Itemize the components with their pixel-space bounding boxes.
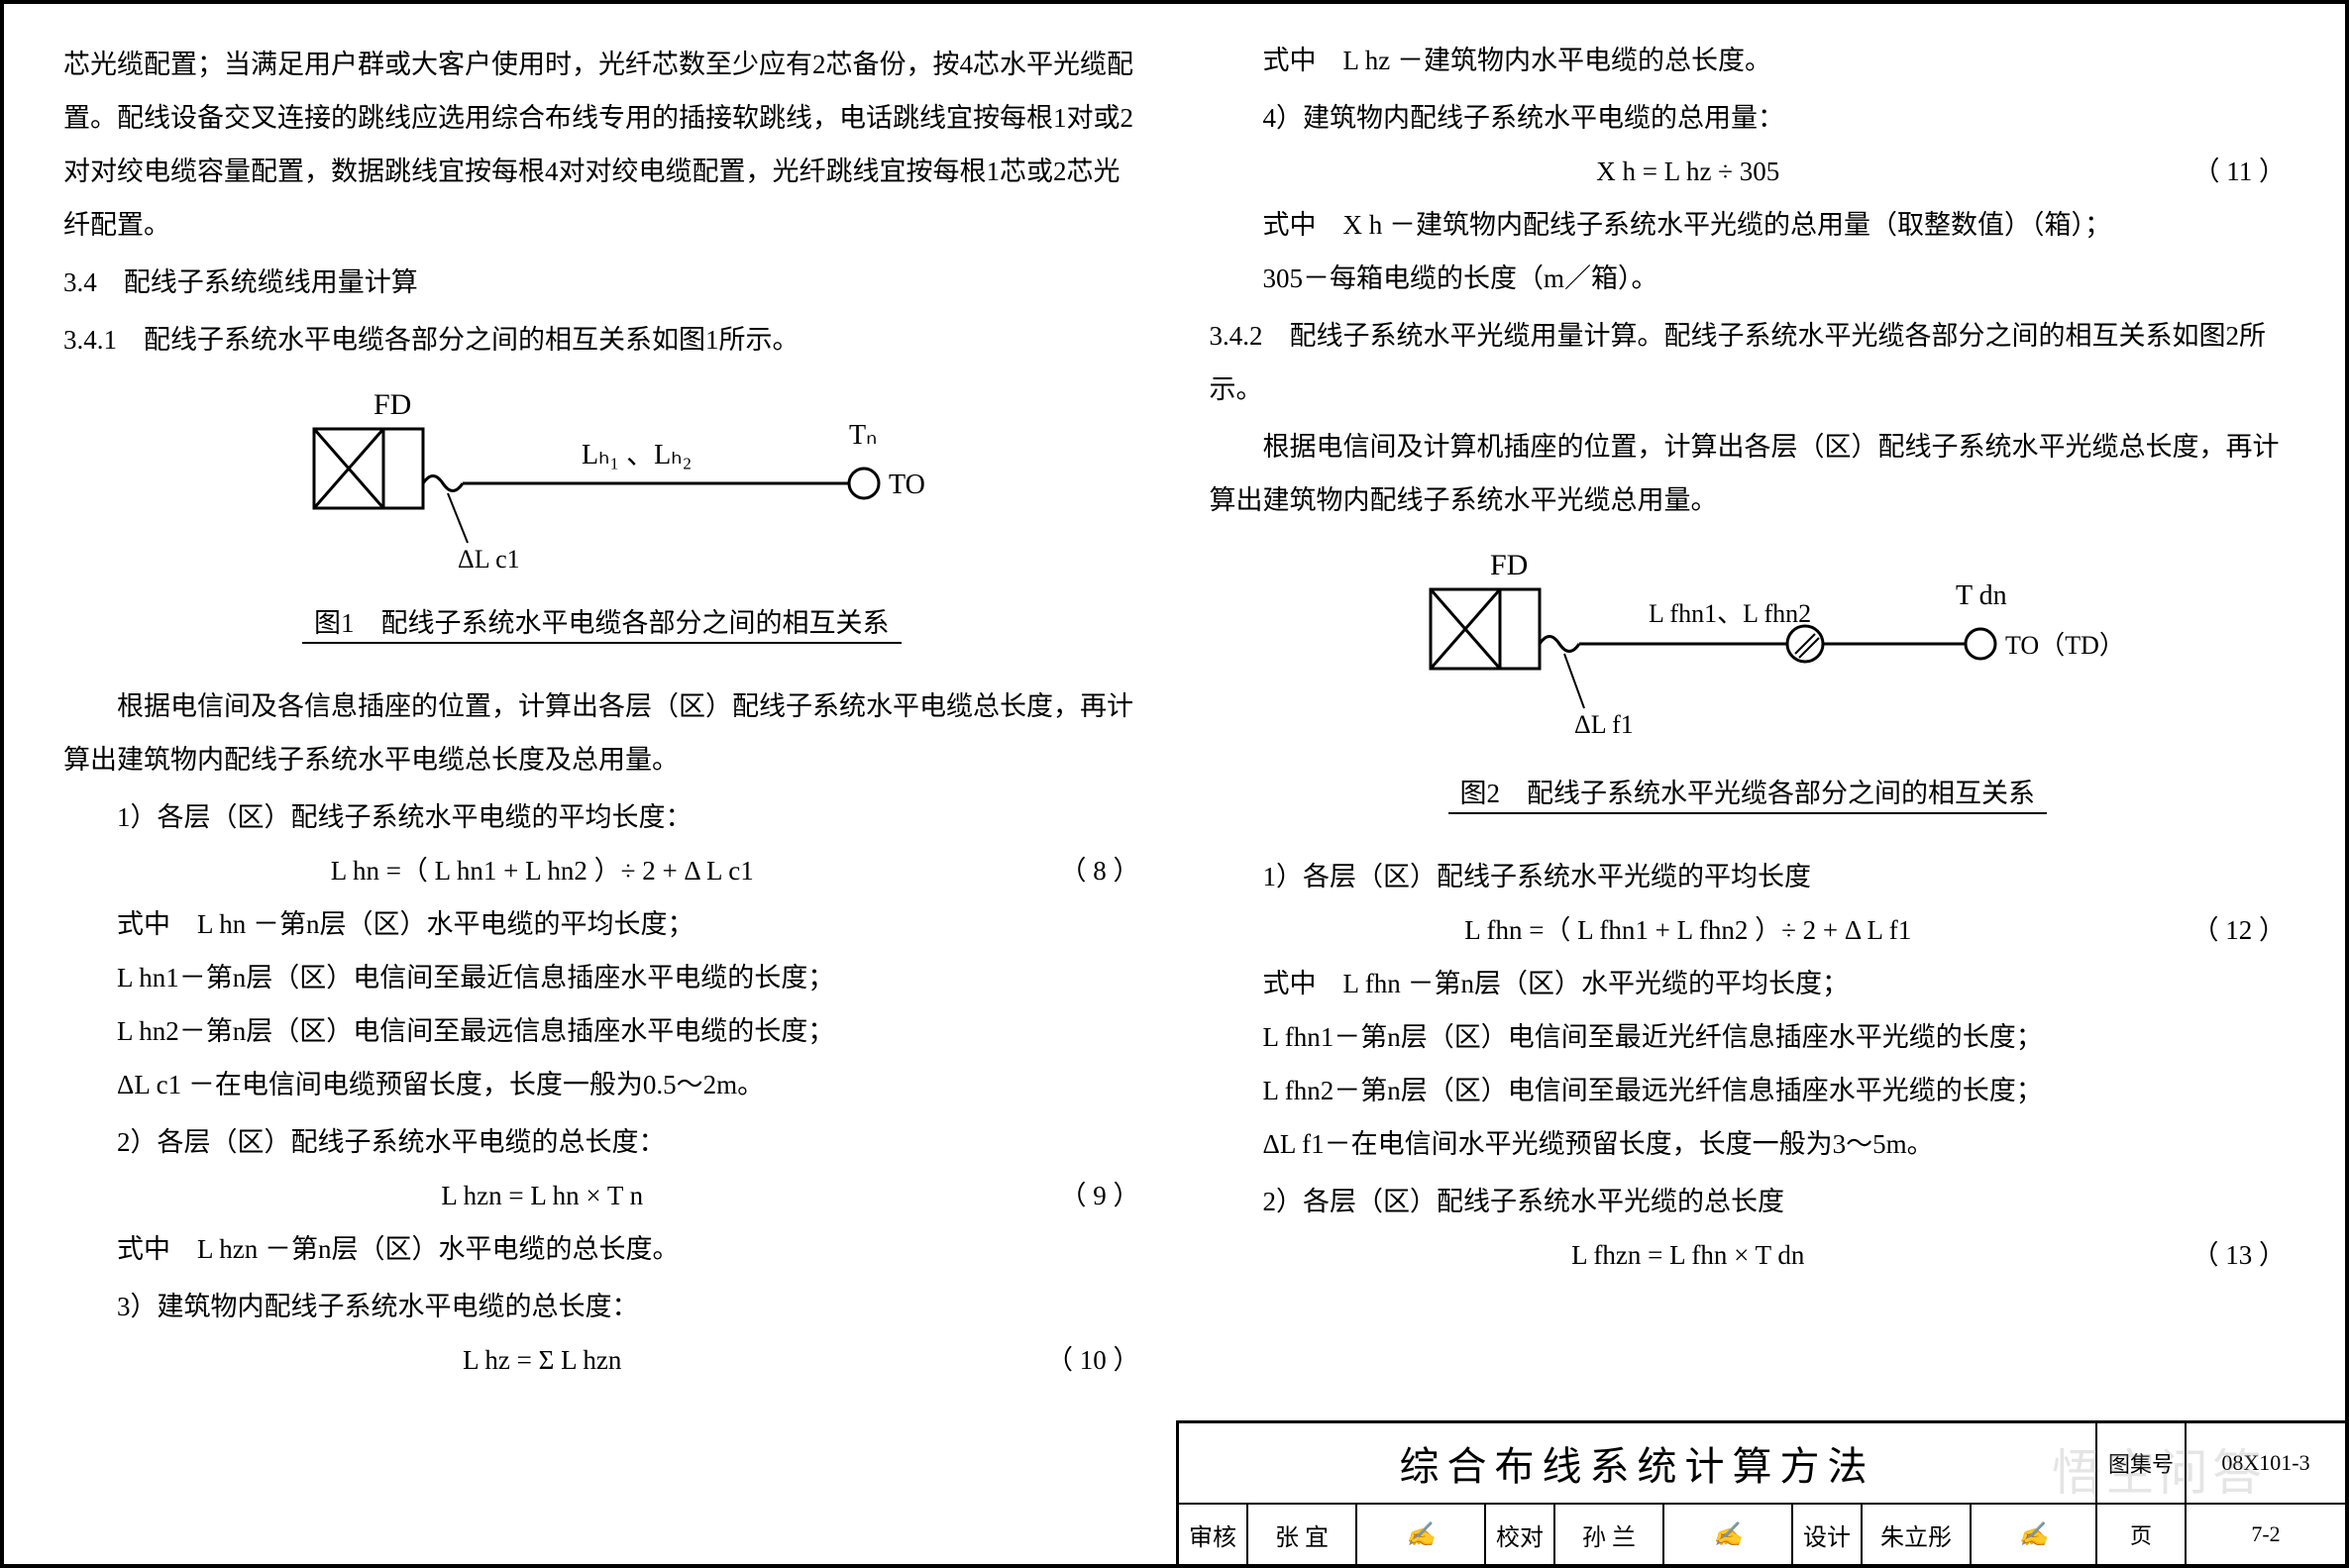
where-line: L hn2－第n层（区）电信间至最远信息插座水平电缆的长度； <box>63 1004 1140 1058</box>
review-sign: ✍ <box>1357 1505 1486 1564</box>
page-value: 7-2 <box>2187 1505 2345 1564</box>
list-item: 2）各层（区）配线子系统水平电缆的总长度： <box>63 1115 1140 1169</box>
where-line: L fhn1－第n层（区）电信间至最近光纤信息插座水平光缆的长度； <box>1210 1010 2287 1064</box>
where-line: 305－每箱电缆的长度（m／箱）。 <box>1210 252 2287 305</box>
check-sign: ✍ <box>1664 1505 1793 1564</box>
design-name: 朱立彤 <box>1863 1505 1972 1564</box>
where-line: ΔL c1 －在电信间电缆预留长度，长度一般为0.5～2m。 <box>63 1058 1140 1111</box>
page-frame: 芯光缆配置；当满足用户群或大客户使用时，光纤芯数至少应有2芯备份，按4芯水平光缆… <box>0 0 2349 1568</box>
design-sign: ✍ <box>1972 1505 2097 1564</box>
tn-label: Tₙ <box>849 420 877 451</box>
where-line: 式中 L hzn －第n层（区）水平电缆的总长度。 <box>63 1222 1140 1276</box>
set-label: 图集号 <box>2097 1423 2187 1503</box>
two-column-layout: 芯光缆配置；当满足用户群或大客户使用时，光纤芯数至少应有2芯备份，按4芯水平光缆… <box>63 34 2286 1440</box>
l-label: L fhn1、L fhn2 <box>1649 599 1811 628</box>
where-line: ΔL f1－在电信间水平光缆预留长度，长度一般为3～5m。 <box>1210 1117 2287 1171</box>
section-heading: 3.4 配线子系统缆线用量计算 <box>63 256 1140 309</box>
l-label: Lₕ₁ 、Lₕ₂ <box>582 440 692 470</box>
title-block: 综合布线系统计算方法 图集号 08X101-3 审核 张 宜 ✍ 校对 孙 兰 … <box>1176 1420 2345 1564</box>
where-line: 式中 X h －建筑物内配线子系统水平光缆的总用量（取整数值）（箱）； <box>1210 198 2287 252</box>
list-item: 3）建筑物内配线子系统水平电缆的总长度： <box>63 1280 1140 1333</box>
page-label: 页 <box>2097 1505 2187 1564</box>
figure-1-caption: 图1 配线子系统水平电缆各部分之间的相互关系 <box>63 596 1140 650</box>
figure-2-svg: FD L fhn1、L fhn2 T dn TO（TD） <box>1371 545 2124 743</box>
section-heading: 3.4.1 配线子系统水平电缆各部分之间的相互关系如图1所示。 <box>63 313 1140 366</box>
fd-label: FD <box>1490 549 1528 581</box>
figure-2-caption: 图2 配线子系统水平光缆各部分之间的相互关系 <box>1210 767 2287 820</box>
check-name: 孙 兰 <box>1555 1505 1664 1564</box>
set-value: 08X101-3 <box>2187 1423 2345 1503</box>
delta-label: ΔL f1 <box>1574 710 1634 739</box>
where-line: 式中 L hz －建筑物内水平电缆的总长度。 <box>1210 34 2287 87</box>
to-label: TO（TD） <box>2005 631 2124 660</box>
section-heading: 3.4.2 配线子系统水平光缆用量计算。配线子系统水平光缆各部分之间的相互关系如… <box>1210 309 2287 416</box>
where-line: L fhn2－第n层（区）电信间至最远光纤信息插座水平光缆的长度； <box>1210 1064 2287 1117</box>
equation-9: L hzn = L hn × T n （ 9 ） <box>63 1169 1140 1222</box>
where-line: 式中 L hn －第n层（区）水平电缆的平均长度； <box>63 897 1140 951</box>
list-item: 1）各层（区）配线子系统水平电缆的平均长度： <box>63 790 1140 844</box>
paragraph: 根据电信间及计算机插座的位置，计算出各层（区）配线子系统水平光缆总长度，再计算出… <box>1210 420 2287 527</box>
list-item: 2）各层（区）配线子系统水平光缆的总长度 <box>1210 1175 2287 1228</box>
figure-1: FD Lₕ₁ 、Lₕ₂ Tₙ TO <box>63 384 1140 590</box>
figure-2: FD L fhn1、L fhn2 T dn TO（TD） <box>1210 545 2287 761</box>
equation-12: L fhn =（ L fhn1 + L fhn2 ）÷ 2 + Δ L f1 （… <box>1210 903 2287 957</box>
figure-1-svg: FD Lₕ₁ 、Lₕ₂ Tₙ TO <box>255 384 948 573</box>
right-column: 式中 L hz －建筑物内水平电缆的总长度。 4）建筑物内配线子系统水平电缆的总… <box>1210 34 2287 1440</box>
design-label: 设计 <box>1793 1505 1863 1564</box>
drawing-title: 综合布线系统计算方法 <box>1179 1423 2097 1503</box>
paragraph: 根据电信间及各信息插座的位置，计算出各层（区）配线子系统水平电缆总长度，再计算出… <box>63 679 1140 786</box>
list-item: 4）建筑物内配线子系统水平电缆的总用量： <box>1210 91 2287 145</box>
equation-10: L hz = Σ L hzn （ 10 ） <box>63 1333 1140 1387</box>
delta-label: ΔL c1 <box>458 545 520 573</box>
list-item: 1）各层（区）配线子系统水平光缆的平均长度 <box>1210 850 2287 903</box>
fd-label: FD <box>374 388 411 421</box>
equation-13: L fhzn = L fhn × T dn （ 13 ） <box>1210 1228 2287 1282</box>
tdn-label: T dn <box>1956 580 2007 611</box>
to-label: TO <box>889 470 925 500</box>
paragraph: 芯光缆配置；当满足用户群或大客户使用时，光纤芯数至少应有2芯备份，按4芯水平光缆… <box>63 38 1140 252</box>
check-label: 校对 <box>1486 1505 1555 1564</box>
review-label: 审核 <box>1179 1505 1248 1564</box>
where-line: 式中 L fhn －第n层（区）水平光缆的平均长度； <box>1210 957 2287 1010</box>
left-column: 芯光缆配置；当满足用户群或大客户使用时，光纤芯数至少应有2芯备份，按4芯水平光缆… <box>63 34 1140 1440</box>
equation-8: L hn =（ L hn1 + L hn2 ）÷ 2 + Δ L c1 （ 8 … <box>63 844 1140 897</box>
where-line: L hn1－第n层（区）电信间至最近信息插座水平电缆的长度； <box>63 951 1140 1004</box>
equation-11: X h = L hz ÷ 305 （ 11 ） <box>1210 145 2287 198</box>
review-name: 张 宜 <box>1248 1505 1357 1564</box>
